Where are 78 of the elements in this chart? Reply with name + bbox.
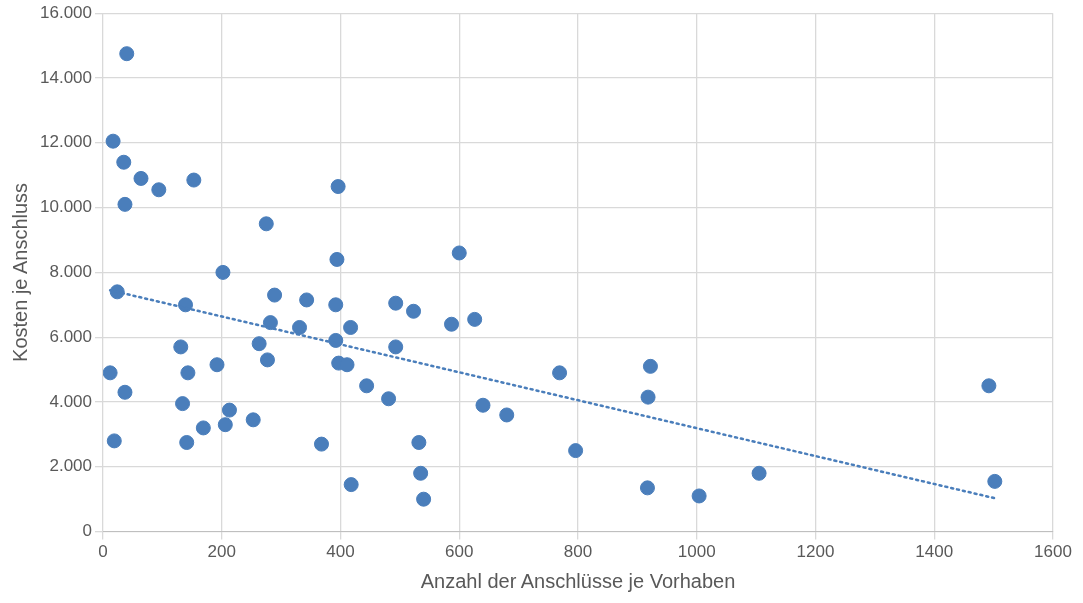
point xyxy=(221,402,237,418)
point xyxy=(339,357,355,373)
point xyxy=(640,389,656,405)
x-tick-label: 200 xyxy=(207,542,236,562)
point xyxy=(330,179,346,195)
point xyxy=(292,319,308,335)
point xyxy=(117,196,133,212)
point xyxy=(116,154,132,170)
x-tick-label: 600 xyxy=(445,542,474,562)
x-tick-label: 1000 xyxy=(677,542,716,562)
point xyxy=(499,407,515,423)
point xyxy=(179,435,195,450)
y-tick-label: 10.000 xyxy=(40,197,92,217)
x-tick-label: 1200 xyxy=(796,542,835,562)
point xyxy=(987,473,1003,489)
point xyxy=(259,352,275,368)
x-axis-title: Anzahl der Anschlüsse je Vorhaben xyxy=(420,569,736,592)
x-tick-label: 400 xyxy=(326,542,355,562)
point xyxy=(343,319,359,335)
y-tick-label: 14.000 xyxy=(40,67,92,87)
point xyxy=(411,435,427,450)
point xyxy=(119,46,135,62)
point xyxy=(299,292,315,308)
point xyxy=(359,378,375,394)
point xyxy=(416,491,432,507)
point xyxy=(413,465,429,481)
point xyxy=(314,436,329,452)
point xyxy=(475,397,491,413)
point xyxy=(639,480,655,496)
point xyxy=(328,297,344,313)
y-tick-label: 0 xyxy=(82,521,92,541)
point xyxy=(267,287,283,303)
point xyxy=(691,488,707,504)
point xyxy=(388,339,404,355)
point xyxy=(981,378,997,394)
x-tick-label: 1600 xyxy=(1034,542,1072,562)
x-tick-label: 0 xyxy=(98,542,108,562)
y-tick-label: 6.000 xyxy=(49,326,92,346)
point xyxy=(103,365,118,381)
point xyxy=(262,315,278,331)
point xyxy=(173,339,189,355)
point xyxy=(117,384,133,400)
point xyxy=(328,332,344,348)
x-tick-label: 1400 xyxy=(915,542,954,562)
y-tick-label: 8.000 xyxy=(49,262,92,282)
point xyxy=(258,216,274,232)
point xyxy=(105,133,121,149)
point xyxy=(178,297,194,313)
point xyxy=(329,251,345,267)
y-tick-label: 2.000 xyxy=(49,456,92,476)
point xyxy=(343,477,359,493)
point xyxy=(444,316,460,332)
y-axis-title: Kosten je Anschluss xyxy=(8,182,31,362)
point xyxy=(388,295,404,311)
y-tick-label: 16.000 xyxy=(40,2,92,22)
point xyxy=(467,311,483,327)
x-tick-label: 800 xyxy=(563,542,593,562)
point xyxy=(151,182,167,198)
point xyxy=(180,365,196,381)
point xyxy=(406,303,422,319)
point xyxy=(215,264,231,280)
point xyxy=(568,443,584,459)
point xyxy=(186,172,202,188)
point xyxy=(209,357,225,373)
point xyxy=(642,358,658,374)
point xyxy=(751,465,767,481)
point xyxy=(195,420,211,436)
point xyxy=(552,365,568,381)
point xyxy=(381,391,397,407)
point xyxy=(251,336,267,352)
point xyxy=(245,412,261,428)
y-tick-label: 4.000 xyxy=(49,391,92,411)
y-tick-label: 12.000 xyxy=(40,132,92,152)
point xyxy=(133,170,149,186)
point xyxy=(451,245,467,261)
point xyxy=(175,396,191,412)
point xyxy=(217,417,233,433)
point xyxy=(106,433,122,449)
